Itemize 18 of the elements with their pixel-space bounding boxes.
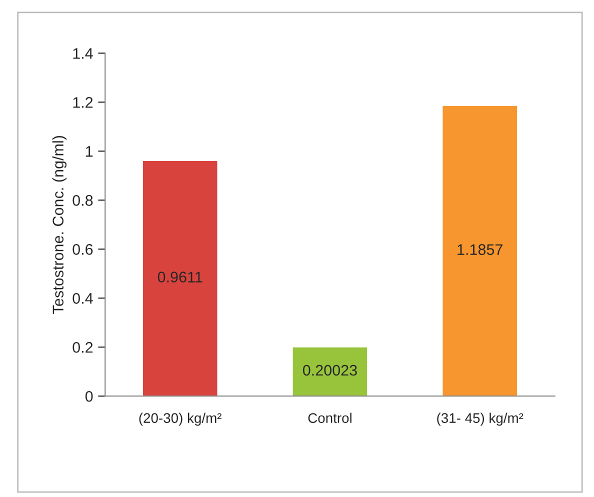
bar — [442, 105, 518, 396]
y-axis-title: Testostrone. Conc. (ng/ml) — [52, 136, 67, 314]
data-label: 0.9611 — [158, 272, 202, 282]
y-tick-label: 1.4 — [73, 48, 93, 59]
y-tick-label: 0 — [85, 390, 93, 402]
y-tick-label: 1.2 — [73, 97, 93, 108]
x-tick-label: (20-30) kg/m² — [139, 412, 222, 426]
y-tick-label: 0.4 — [72, 292, 93, 304]
bar — [292, 346, 368, 396]
data-label: 0.20023 — [302, 364, 357, 376]
data-label: 1.1857 — [458, 244, 502, 255]
y-tick-label: 0.6 — [72, 244, 93, 255]
x-tick-label: Control — [308, 412, 352, 423]
y-tick-label: 0.2 — [72, 342, 93, 353]
y-tick-label: 1 — [86, 146, 93, 157]
x-tick-label: (31- 45) kg/m² — [437, 412, 524, 426]
bar — [142, 160, 218, 396]
y-tick-label: 0.8 — [72, 195, 93, 206]
